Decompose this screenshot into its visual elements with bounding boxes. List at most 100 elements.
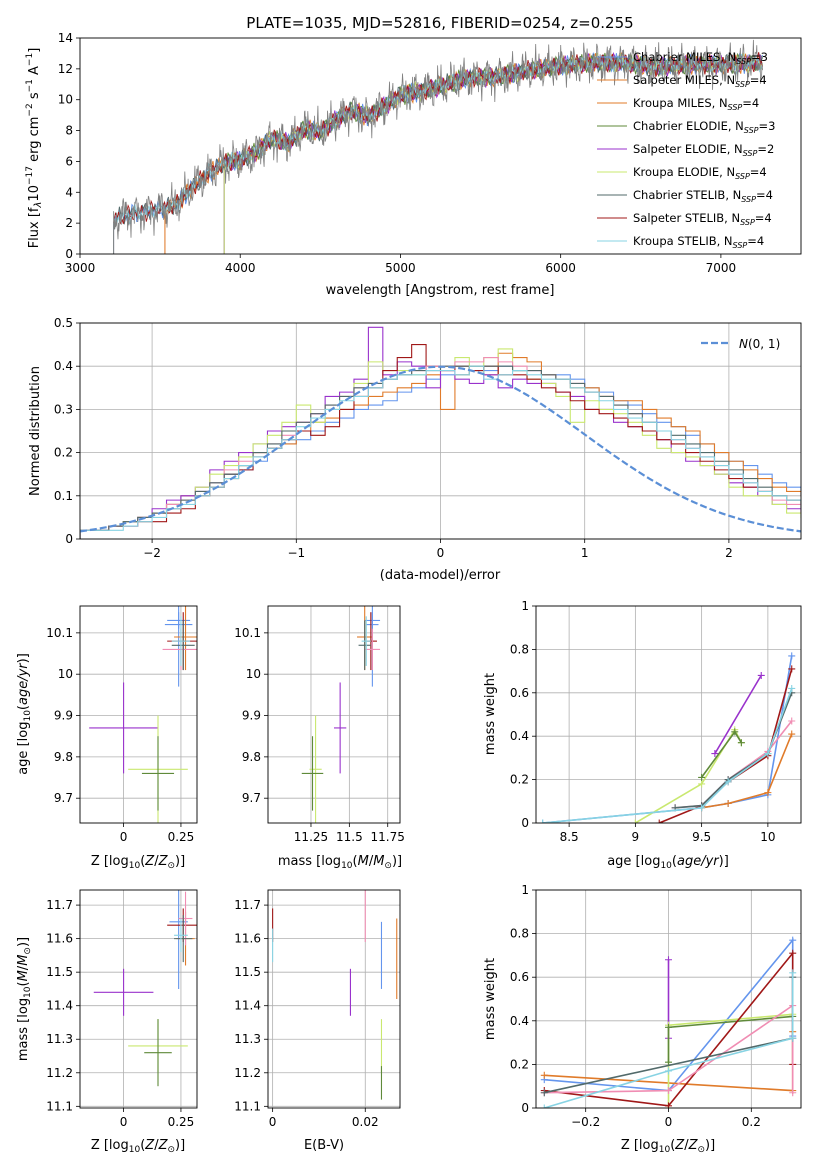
y-tick-label: 0.2 [510, 773, 529, 787]
errorbar-point [364, 628, 381, 671]
y-tick-label: 11.2 [46, 1066, 73, 1080]
weight-marker [540, 1104, 548, 1108]
weight-marker [764, 750, 772, 758]
y-tick-label: 0 [521, 816, 529, 830]
weight-marker [665, 1102, 672, 1108]
y-tick-label: 11.4 [234, 999, 261, 1013]
plot-area [272, 890, 398, 1100]
y-tick-label: 10 [58, 667, 73, 681]
errorbar-point [167, 612, 191, 629]
y-tick-label: 9.8 [54, 750, 73, 764]
errorbar-point [174, 606, 197, 671]
weight-marker [788, 717, 796, 725]
weight-marker [665, 1087, 672, 1095]
residuals-x-label: (data-model)/error [380, 568, 501, 583]
y-tick-label: 9.9 [54, 709, 73, 723]
x-tick-label: 1 [581, 546, 589, 560]
weight-marker [724, 778, 732, 786]
weight-marker [789, 949, 797, 957]
spectrum-title: PLATE=1035, MJD=52816, FIBERID=0254, z=0… [246, 14, 633, 32]
errorbar-point [144, 1019, 172, 1087]
errorbar-point [171, 616, 191, 666]
x-tick-label: −0.2 [571, 1115, 600, 1129]
legend-label: Salpeter STELIB, NSSP=4 [633, 211, 772, 227]
y-tick-label: 11.2 [234, 1066, 261, 1080]
residuals-y-label: Normed distribution [28, 366, 43, 496]
y-tick-label: 12 [58, 62, 73, 76]
x-tick-label: 0 [120, 1115, 128, 1129]
y-tick-label: 0.6 [510, 970, 529, 984]
y-tick-label: 2 [65, 216, 73, 230]
age-mass-x-label: mass [log10(M/M⊙)] [278, 854, 402, 871]
y-tick-label: 0.1 [54, 489, 73, 503]
weight-marker [665, 1058, 672, 1066]
y-tick-label: 11.3 [46, 1032, 73, 1046]
errorbar-point [93, 968, 154, 1016]
normal-curve [80, 365, 801, 533]
model-spectrum-line [113, 52, 763, 254]
y-tick-label: 14 [58, 31, 73, 45]
x-tick-label: −1 [287, 546, 305, 560]
errorbar-point [364, 612, 381, 629]
weight-marker [698, 804, 706, 812]
weight-series-line [701, 733, 793, 809]
x-tick-label: 0.25 [168, 830, 195, 844]
x-tick-label: 3000 [65, 261, 96, 275]
y-tick-label: 11.7 [234, 898, 261, 912]
plot-area [539, 652, 796, 823]
weight-marker [665, 1023, 672, 1031]
residuals-panel: −2 −1 0 1 2 0 0.1 0.2 0.3 0.4 0.5 N(0, 1) [54, 316, 802, 560]
weight-marker [540, 1071, 548, 1079]
weight-marker [731, 728, 739, 736]
weight-series-line [544, 972, 794, 1108]
x-tick-label: 0 [665, 1115, 673, 1129]
age-z-x-label: Z [log10(Z/Z⊙)] [91, 854, 185, 871]
weight-marker [757, 671, 765, 679]
x-tick-label: 8.5 [560, 830, 579, 844]
y-tick-label: 0.8 [510, 642, 529, 656]
y-tick-label: 9.9 [242, 709, 261, 723]
weight-marker [789, 936, 797, 944]
x-tick-label: 11.5 [336, 830, 363, 844]
x-tick-label: 10 [760, 830, 775, 844]
y-tick-label: 9.8 [242, 750, 261, 764]
y-tick-label: 1 [521, 599, 529, 613]
age_vs_Z-panel: 0 0.25 9.7 9.8 9.9 10 10.1 [46, 605, 198, 844]
x-tick-label: 9 [632, 830, 640, 844]
legend-label: N(0, 1) [739, 337, 780, 351]
y-tick-label: 0.6 [510, 686, 529, 700]
errorbar-point [334, 682, 347, 774]
legend-label: Salpeter MILES, NSSP=4 [633, 73, 767, 89]
plots: 3000 4000 5000 6000 700002468101214Chabrier … [46, 31, 802, 1129]
errorbar-point [301, 736, 324, 811]
weight-marker [789, 1089, 797, 1097]
plot-area [89, 606, 197, 823]
y-tick-label: 0 [65, 532, 73, 546]
legend-label: Kroupa STELIB, NSSP=4 [633, 234, 764, 250]
errorbar-point [309, 715, 322, 823]
plot-area [113, 39, 763, 254]
weight_vs_age-panel: 8.5 9 9.5 10 0 0.2 0.4 0.6 0.8 1 [510, 599, 802, 844]
weight-age-y-label: mass weight [483, 673, 498, 755]
x-tick-label: 11.25 [294, 830, 328, 844]
plot-area [93, 890, 197, 1087]
y-tick-label: 0.8 [510, 927, 529, 941]
weight-marker [788, 665, 796, 673]
legend-label: Chabrier MILES, NSSP=3 [633, 50, 768, 66]
y-tick-label: 9.7 [242, 791, 261, 805]
axes-frame [535, 889, 802, 1109]
y-tick-label: 0 [65, 247, 73, 261]
weight-series-line [714, 674, 762, 755]
legend-label: Salpeter ELODIE, NSSP=2 [633, 142, 774, 158]
weight-marker [737, 739, 745, 747]
plot-area [80, 326, 801, 539]
x-tick-label: 0 [120, 830, 128, 844]
axes-frame [267, 605, 401, 824]
y-tick-label: 0.4 [510, 1014, 529, 1028]
y-tick-label: 11.1 [234, 1099, 261, 1113]
y-tick-label: 0.5 [54, 316, 73, 330]
x-tick-label: 11.75 [371, 830, 405, 844]
legend-label: Chabrier STELIB, NSSP=4 [633, 188, 773, 204]
y-tick-label: 0.4 [510, 729, 529, 743]
weight-marker [764, 789, 772, 797]
